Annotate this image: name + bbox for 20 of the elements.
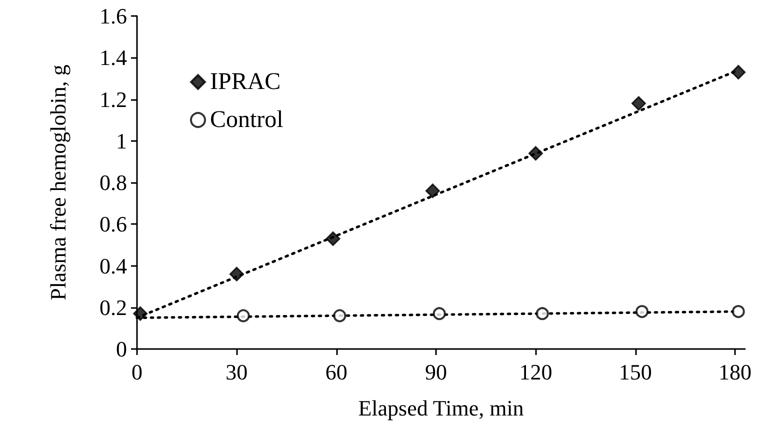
x-tick-label: 180: [718, 360, 752, 384]
y-tick-label: 0.2: [100, 294, 127, 320]
x-tick-label: 90: [425, 360, 448, 384]
x-axis-title: Elapsed Time, min: [358, 396, 524, 420]
x-tick-label: 60: [325, 360, 348, 384]
y-tick-label: 1: [116, 128, 127, 154]
y-tick-label: 1.4: [100, 45, 127, 70]
y-axis-title: Plasma free hemoglobin, g: [46, 64, 70, 300]
y-tick-label: 0.8: [100, 170, 127, 195]
x-tick-label: 0: [132, 360, 142, 384]
x-tick-label: 150: [618, 360, 652, 384]
x-tick-label: 120: [519, 360, 552, 384]
legend-label: Control: [210, 107, 284, 133]
y-tick-label: 1.2: [100, 86, 127, 112]
legend-label: IPRAC: [210, 69, 281, 95]
y-tick-label: 0: [116, 336, 127, 362]
x-tick-label: 30: [226, 360, 248, 384]
y-tick-label: 1.6: [100, 4, 127, 28]
y-tick-label: 0.4: [100, 253, 127, 278]
y-tick-label: 0.6: [100, 212, 127, 237]
